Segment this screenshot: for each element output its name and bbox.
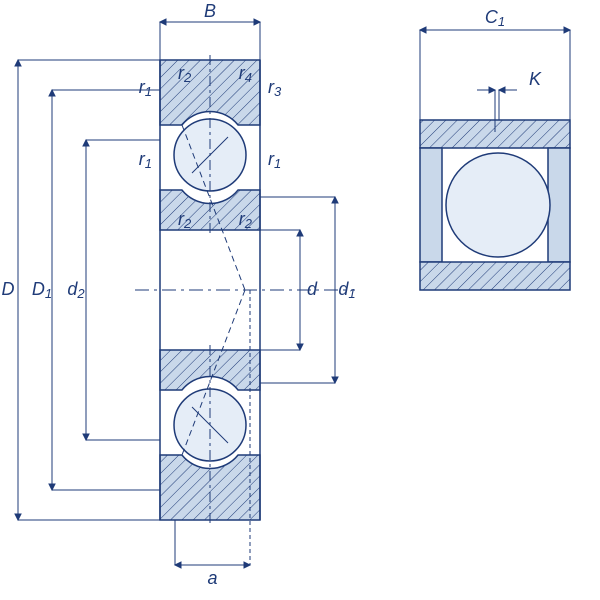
svg-text:B: B [204, 1, 216, 21]
svg-text:d: d [307, 279, 318, 299]
svg-text:K: K [529, 69, 542, 89]
svg-text:d2: d2 [67, 279, 85, 302]
svg-text:D1: D1 [32, 279, 52, 302]
aux-view: C1 K [420, 7, 570, 290]
svg-text:a: a [207, 568, 217, 588]
svg-text:r1: r1 [268, 149, 281, 172]
svg-text:r3: r3 [268, 77, 282, 100]
svg-text:r1: r1 [139, 149, 152, 172]
svg-text:C1: C1 [485, 7, 505, 30]
main-cross-section: r2r4r1r3r1r1r2r2DD1d2dd1Ba [2, 1, 356, 588]
svg-text:D: D [2, 279, 15, 299]
svg-text:d1: d1 [338, 279, 355, 302]
svg-text:r1: r1 [139, 77, 152, 100]
